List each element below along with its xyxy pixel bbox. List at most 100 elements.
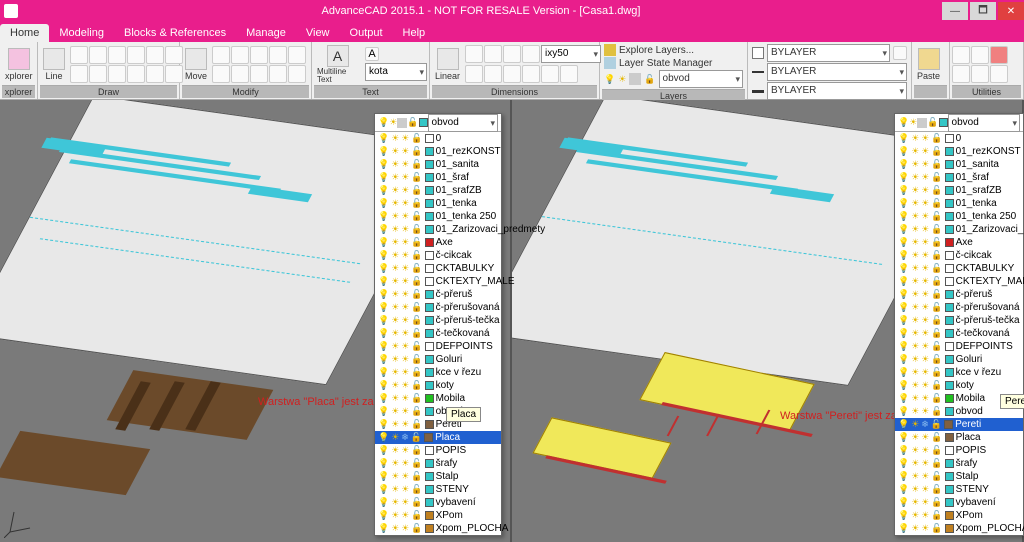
- mtext-button[interactable]: AMultiline Text: [314, 45, 361, 84]
- tab-help[interactable]: Help: [393, 24, 436, 42]
- layer-row[interactable]: 💡☀☀🔓01_rezKONST: [895, 145, 1023, 158]
- layer-row[interactable]: 💡☀☀🔓Pereti: [375, 418, 501, 431]
- layer-row[interactable]: 💡☀☀🔓STENY: [375, 483, 501, 496]
- layer-row[interactable]: 💡☀☀🔓Axe: [895, 236, 1023, 249]
- panel-label-draw: Draw: [40, 85, 177, 98]
- current-layer-combo[interactable]: obvod: [659, 70, 743, 88]
- layer-row[interactable]: 💡☀☀🔓kce v řezu: [895, 366, 1023, 379]
- layer-row[interactable]: 💡☀☀🔓č-cikcak: [375, 249, 501, 262]
- layer-row[interactable]: 💡☀☀🔓01_tenka: [895, 197, 1023, 210]
- tab-modeling[interactable]: Modeling: [49, 24, 114, 42]
- layer-row[interactable]: 💡☀☀🔓01_srafZB: [375, 184, 501, 197]
- layer-row[interactable]: 💡☀☀🔓01_srafZB: [895, 184, 1023, 197]
- layer-row[interactable]: 💡☀☀🔓koty: [375, 379, 501, 392]
- draw-tools: [70, 46, 183, 83]
- layer-row[interactable]: 💡☀☀🔓č-cikcak: [895, 249, 1023, 262]
- layer-row[interactable]: 💡☀☀🔓01_tenka: [375, 197, 501, 210]
- explore-layers-link[interactable]: Explore Layers...: [604, 44, 743, 56]
- layer-row[interactable]: 💡☀☀🔓01_šraf: [895, 171, 1023, 184]
- tab-manage[interactable]: Manage: [236, 24, 296, 42]
- layer-row[interactable]: 💡☀☀🔓XPom: [375, 509, 501, 522]
- layer-row[interactable]: 💡☀☀🔓POPIS: [375, 444, 501, 457]
- tab-output[interactable]: Output: [340, 24, 393, 42]
- layer-row[interactable]: 💡☀☀🔓Xpom_PLOCHA: [895, 522, 1023, 535]
- layer-row[interactable]: 💡☀☀🔓01_šraf: [375, 171, 501, 184]
- layer-row[interactable]: 💡☀☀🔓Stalp: [375, 470, 501, 483]
- tab-view[interactable]: View: [296, 24, 340, 42]
- tooltip-placa: Placa: [446, 407, 481, 422]
- move-button[interactable]: Move: [182, 48, 210, 81]
- layer-row[interactable]: 💡☀☀🔓č-přeruš-tečka: [375, 314, 501, 327]
- layer-row[interactable]: 💡☀☀🔓Stalp: [895, 470, 1023, 483]
- layer-row[interactable]: 💡☀❄🔓Placa: [375, 431, 501, 444]
- layer-row[interactable]: 💡☀☀🔓DEFPOINTS: [375, 340, 501, 353]
- layer-filter[interactable]: obvod: [428, 114, 498, 132]
- panel-dimensions: Linear ixy50 Dimensions: [430, 42, 600, 99]
- layer-dropdown-right[interactable]: 💡☀🔓obvod 💡☀☀🔓0💡☀☀🔓01_rezKONST💡☀☀🔓01_sani…: [894, 113, 1024, 536]
- layer-row[interactable]: 💡☀☀🔓č-tečkovaná: [375, 327, 501, 340]
- panel-label-paste: [914, 85, 947, 98]
- layer-row[interactable]: 💡☀☀🔓Goluri: [375, 353, 501, 366]
- layer-row[interactable]: 💡☀☀🔓01_sanita: [375, 158, 501, 171]
- advancecad-explorer-button[interactable]: xplorer: [2, 48, 36, 81]
- linear-button[interactable]: Linear: [432, 48, 463, 81]
- layer-row[interactable]: 💡☀☀🔓č-přerušovaná: [895, 301, 1023, 314]
- minimize-button[interactable]: —: [942, 2, 968, 20]
- layer-row[interactable]: 💡☀☀🔓Xpom_PLOCHA: [375, 522, 501, 535]
- layer-row[interactable]: 💡☀❄🔓Pereti: [895, 418, 1023, 431]
- layer-row[interactable]: 💡☀☀🔓DEFPOINTS: [895, 340, 1023, 353]
- layer-row[interactable]: 💡☀☀🔓Placa: [895, 431, 1023, 444]
- layer-row[interactable]: 💡☀☀🔓č-tečkovaná: [895, 327, 1023, 340]
- layer-row[interactable]: 💡☀☀🔓CKTABULKY: [375, 262, 501, 275]
- layer-row[interactable]: 💡☀☀🔓01_tenka 250: [375, 210, 501, 223]
- layer-row[interactable]: 💡☀☀🔓01_sanita: [895, 158, 1023, 171]
- font-button[interactable]: A: [365, 47, 379, 61]
- modify-tools: [212, 46, 306, 83]
- close-button[interactable]: ✕: [998, 2, 1024, 20]
- dimstyle-combo[interactable]: ixy50: [541, 45, 601, 63]
- draw-tool-icon[interactable]: [70, 46, 88, 64]
- layer-row[interactable]: 💡☀☀🔓obvod: [375, 405, 501, 418]
- layer-row[interactable]: 💡☀☀🔓XPom: [895, 509, 1023, 522]
- layer-row[interactable]: 💡☀☀🔓01_Zarizovaci_predmety: [375, 223, 501, 236]
- maximize-button[interactable]: 🗖: [970, 2, 996, 20]
- layer-row[interactable]: 💡☀☀🔓01_rezKONST: [375, 145, 501, 158]
- layer-row[interactable]: 💡☀☀🔓šrafy: [375, 457, 501, 470]
- panel-text: AMultiline Text A kota Text: [312, 42, 430, 99]
- linetype-combo[interactable]: BYLAYER: [767, 63, 907, 81]
- layer-row[interactable]: 💡☀☀🔓č-přeruš-tečka: [895, 314, 1023, 327]
- layer-row[interactable]: 💡☀☀🔓01_tenka 250: [895, 210, 1023, 223]
- layer-row[interactable]: 💡☀☀🔓vybavení: [895, 496, 1023, 509]
- layer-row[interactable]: 💡☀☀🔓CKTEXTY_MALE: [375, 275, 501, 288]
- layer-row[interactable]: 💡☀☀🔓STENY: [895, 483, 1023, 496]
- layer-row[interactable]: 💡☀☀🔓POPIS: [895, 444, 1023, 457]
- layer-row[interactable]: 💡☀☀🔓CKTABULKY: [895, 262, 1023, 275]
- tab-home[interactable]: Home: [0, 24, 49, 42]
- layer-row[interactable]: 💡☀☀🔓0: [375, 132, 501, 145]
- layer-row[interactable]: 💡☀☀🔓č-přeruš: [375, 288, 501, 301]
- paste-button[interactable]: Paste: [914, 48, 943, 81]
- layer-row[interactable]: 💡☀☀🔓č-přeruš: [895, 288, 1023, 301]
- layer-row[interactable]: 💡☀☀🔓Goluri: [895, 353, 1023, 366]
- layer-row[interactable]: 💡☀☀🔓01_Zarizovaci_predmety: [895, 223, 1023, 236]
- ribbon: xplorer xplorer Line Draw Move Modify AM…: [0, 42, 1024, 100]
- layer-row[interactable]: 💡☀☀🔓šrafy: [895, 457, 1023, 470]
- color-combo[interactable]: BYLAYER: [767, 44, 890, 62]
- textstyle-combo[interactable]: kota: [365, 63, 427, 81]
- line-button[interactable]: Line: [40, 48, 68, 81]
- layer-row[interactable]: 💡☀☀🔓vybavení: [375, 496, 501, 509]
- lineweight-combo[interactable]: BYLAYER: [767, 82, 907, 100]
- panel-label-explorer: xplorer: [2, 85, 35, 98]
- layer-row[interactable]: 💡☀☀🔓koty: [895, 379, 1023, 392]
- layer-dropdown-left[interactable]: 💡☀🔓obvod 💡☀☀🔓0💡☀☀🔓01_rezKONST💡☀☀🔓01_sani…: [374, 113, 502, 536]
- tooltip-pereti: Pereti: [1000, 394, 1024, 409]
- layer-row[interactable]: 💡☀☀🔓CKTEXTY_MALE: [895, 275, 1023, 288]
- layer-row[interactable]: 💡☀☀🔓Mobila: [375, 392, 501, 405]
- layer-row[interactable]: 💡☀☀🔓0: [895, 132, 1023, 145]
- layer-row[interactable]: 💡☀☀🔓Axe: [375, 236, 501, 249]
- layer-state-mgr-link[interactable]: Layer State Manager: [604, 57, 743, 69]
- tab-blocks[interactable]: Blocks & References: [114, 24, 236, 42]
- layer-row[interactable]: 💡☀☀🔓č-přerušovaná: [375, 301, 501, 314]
- layer-filter-2[interactable]: obvod: [948, 114, 1020, 132]
- layer-row[interactable]: 💡☀☀🔓kce v řezu: [375, 366, 501, 379]
